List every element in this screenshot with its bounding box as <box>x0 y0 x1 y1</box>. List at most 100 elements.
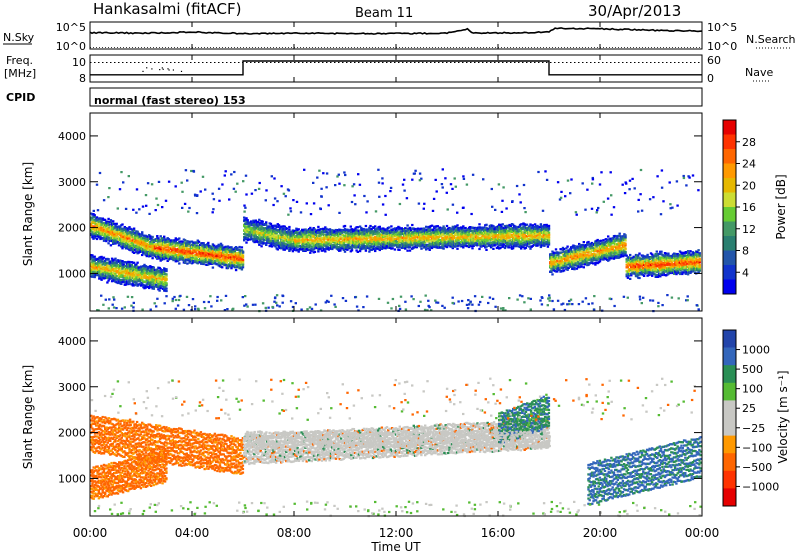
power-cell <box>202 261 205 264</box>
power-cell <box>151 238 154 241</box>
power-cell <box>230 247 233 250</box>
power-cell <box>106 231 109 234</box>
power-cell <box>456 224 459 227</box>
power-cell <box>349 225 352 228</box>
power-cell <box>234 254 238 257</box>
power-cell <box>408 226 412 229</box>
power-cell <box>164 286 167 289</box>
power-cell <box>176 256 180 259</box>
power-cell <box>105 234 108 237</box>
power-cell <box>425 225 428 228</box>
power-cell <box>225 252 228 255</box>
power-cell <box>186 241 189 244</box>
power-cell <box>128 237 131 240</box>
power-cell <box>317 250 320 253</box>
power-cell <box>291 244 295 247</box>
power-cell <box>456 247 459 250</box>
power-cell <box>313 250 317 253</box>
power-cell <box>307 246 311 249</box>
power-cell <box>157 278 160 281</box>
power-cell <box>93 255 96 258</box>
power-cell <box>154 240 158 243</box>
power-cell <box>199 251 202 254</box>
power-cell <box>356 226 359 229</box>
power-cell <box>119 237 122 240</box>
power-cell <box>278 235 282 238</box>
power-cell <box>123 228 126 231</box>
power-cell <box>136 261 139 264</box>
power-cell <box>144 248 147 252</box>
power-cell <box>231 264 234 267</box>
power-cell <box>241 261 245 264</box>
power-cell <box>171 249 174 252</box>
power-cell <box>129 227 132 230</box>
power-cell <box>253 241 256 244</box>
power-cell <box>256 224 260 227</box>
power-cell <box>158 266 161 270</box>
power-cell <box>252 226 255 229</box>
power-cell <box>241 250 245 253</box>
power-cell <box>360 226 363 230</box>
power-cell <box>154 281 158 284</box>
power-cell <box>197 253 201 257</box>
power-cell <box>219 242 223 245</box>
power-cell <box>106 266 109 269</box>
power-cell <box>253 224 256 228</box>
power-cell <box>114 224 117 227</box>
power-cell <box>266 237 269 240</box>
power-cell <box>268 235 271 238</box>
power-cell <box>141 231 144 234</box>
power-cell <box>267 238 270 242</box>
power-cell <box>425 248 428 251</box>
power-cell <box>274 227 277 230</box>
power-cell <box>520 240 523 243</box>
power-cell <box>283 236 286 240</box>
power-cell <box>273 241 276 245</box>
power-cell <box>259 239 262 242</box>
power-cell <box>256 233 260 236</box>
freq-tick-top: 10 <box>72 56 86 69</box>
power-cell <box>200 254 203 258</box>
power-cell <box>275 241 278 244</box>
power-cell <box>129 268 132 271</box>
power-cell <box>125 244 129 247</box>
power-cell <box>165 289 168 293</box>
power-cell <box>148 234 151 237</box>
power-cell <box>205 246 209 249</box>
power-cell <box>107 242 110 245</box>
power-cell <box>109 275 113 278</box>
power-cell <box>94 235 97 238</box>
power-cell <box>305 240 308 243</box>
power-cell <box>205 252 209 255</box>
power-cell <box>301 232 304 235</box>
power-cell <box>248 234 252 237</box>
beam-label: Beam 11 <box>355 6 413 21</box>
power-cell <box>157 255 160 258</box>
power-cell <box>109 226 113 229</box>
power-cell <box>199 248 202 251</box>
power-cell <box>176 254 180 257</box>
power-cell <box>102 239 106 242</box>
power-cell <box>254 219 257 222</box>
power-cell <box>236 262 239 265</box>
power-cell <box>238 264 241 267</box>
nsky-line <box>89 27 703 35</box>
power-cell <box>116 281 120 285</box>
power-cell <box>245 241 248 244</box>
power-cell <box>307 248 311 251</box>
power-cell <box>165 287 168 290</box>
power-cell <box>156 268 159 271</box>
power-cell <box>135 241 138 244</box>
power-cell <box>93 236 96 239</box>
power-cell <box>163 283 166 286</box>
power-cell <box>282 232 285 235</box>
power-cell <box>307 233 311 236</box>
power-cell <box>99 235 102 238</box>
power-cell <box>124 261 128 264</box>
power-cell <box>260 245 263 248</box>
power-cell <box>370 228 373 231</box>
power-cell <box>115 222 118 225</box>
power-cell <box>244 229 247 232</box>
power-cell <box>110 273 114 276</box>
power-cell <box>370 240 373 243</box>
